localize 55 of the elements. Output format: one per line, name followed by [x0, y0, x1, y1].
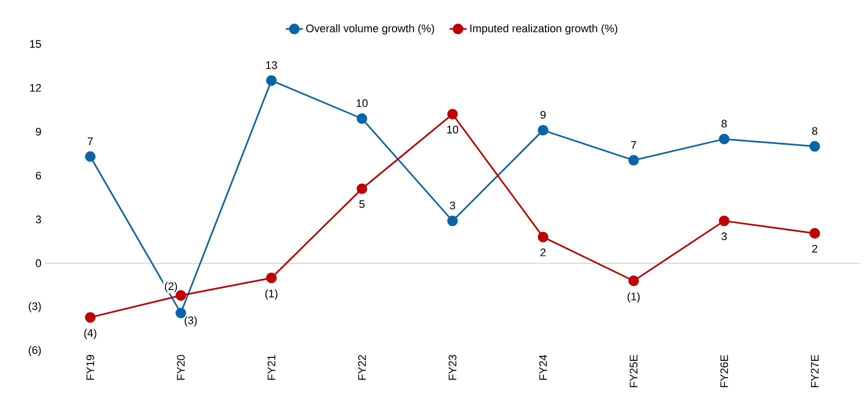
- x-tick-label: FY22: [358, 355, 366, 380]
- x-tick-label: FY19: [86, 355, 94, 380]
- data-label: 5: [359, 200, 365, 208]
- x-tick-label: FY26E: [720, 355, 728, 388]
- legend-label: Imputed realization growth (%): [470, 24, 618, 34]
- data-label: 3: [722, 232, 727, 240]
- data-label: 7: [88, 138, 93, 146]
- point: [266, 272, 277, 284]
- data-label: 2: [812, 244, 818, 252]
- data-label: (3): [184, 316, 197, 326]
- data-label: (1): [628, 292, 640, 303]
- x-tick-label: FY21: [268, 355, 276, 380]
- point: [356, 183, 368, 194]
- y-tick-label: 6: [36, 172, 41, 180]
- point: [84, 312, 96, 323]
- y-tick-label: 12: [30, 84, 41, 92]
- y-tick-label: 0: [36, 259, 42, 268]
- x-tick-label: FY27E: [810, 355, 819, 388]
- point: [447, 108, 458, 120]
- data-label: 3: [450, 202, 456, 210]
- point: [538, 124, 548, 136]
- point: [447, 216, 458, 226]
- point: [176, 290, 186, 301]
- point: [809, 141, 820, 152]
- data-label: (1): [265, 289, 278, 300]
- point: [628, 154, 639, 166]
- y-tick-label: 3: [36, 216, 41, 224]
- data-label: 8: [812, 127, 818, 135]
- data-label: 10: [447, 126, 458, 134]
- y-tick-label: 9: [36, 128, 41, 136]
- data-label: 7: [631, 141, 636, 149]
- point: [809, 228, 820, 239]
- y-tick-label: (6): [28, 346, 41, 356]
- data-label: 13: [266, 61, 277, 70]
- y-tick-label: (3): [28, 302, 41, 312]
- y-tick-label: 15: [30, 40, 42, 48]
- point: [718, 134, 730, 144]
- x-tick-label: FY25E: [630, 355, 638, 388]
- x-tick-label: FY20: [176, 354, 185, 380]
- data-label: 8: [722, 120, 727, 128]
- data-label: (2): [164, 282, 177, 292]
- data-label: 2: [540, 248, 546, 256]
- x-tick-label: FY23: [448, 355, 456, 380]
- data-label: (4): [84, 328, 96, 340]
- legend-label: Overall volume growth (%): [306, 24, 434, 34]
- point: [176, 308, 186, 318]
- point: [266, 75, 277, 86]
- data-label: 9: [540, 110, 546, 119]
- point: [628, 276, 639, 286]
- point: [84, 151, 96, 162]
- x-tick-label: FY24: [539, 354, 547, 380]
- point: [718, 216, 730, 226]
- point: [356, 113, 368, 124]
- point: [538, 232, 548, 242]
- data-label: 10: [356, 99, 368, 108]
